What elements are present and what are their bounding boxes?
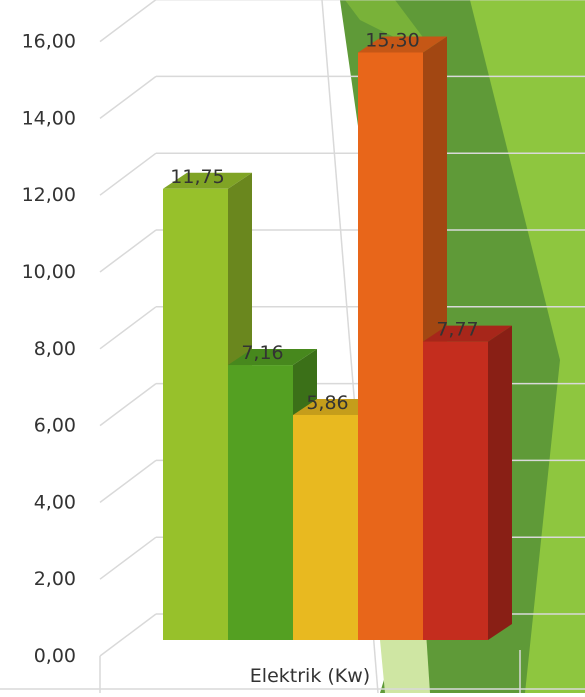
y-tick-label: 4,00 xyxy=(34,491,76,513)
y-tick-label: 16,00 xyxy=(22,31,76,53)
bar-top xyxy=(358,36,447,53)
data-label: 7,77 xyxy=(436,319,478,341)
category-label: Elektrik (Kw) xyxy=(250,665,370,687)
y-axis-ticks: 0,00 2,00 4,00 6,00 8,00 10,00 12,00 14,00 16,00 xyxy=(22,31,76,667)
bar xyxy=(293,414,358,640)
bar-top xyxy=(163,172,252,189)
gridline-diagonal xyxy=(99,613,157,657)
y-tick-label: 0,00 xyxy=(34,645,76,667)
bar xyxy=(358,52,423,641)
data-label: 11,75 xyxy=(170,166,224,188)
gridline-diagonal xyxy=(99,536,157,580)
y-tick-label: 2,00 xyxy=(34,568,76,590)
y-tick-label: 8,00 xyxy=(34,338,76,360)
data-label: 7,16 xyxy=(241,342,283,364)
gridline-diagonal xyxy=(99,383,157,427)
data-labels: 11,75 7,16 5,86 15,30 7,77 xyxy=(170,29,478,413)
data-label: 15,30 xyxy=(365,29,419,51)
y-tick-label: 6,00 xyxy=(34,415,76,437)
gridline-diagonal xyxy=(99,229,157,273)
bg-shape-light xyxy=(470,0,585,693)
y-tick-label: 14,00 xyxy=(22,107,76,129)
y-tick-label: 10,00 xyxy=(22,261,76,283)
bars xyxy=(163,36,512,641)
gridline-diagonal xyxy=(99,306,157,350)
gridline-diagonal xyxy=(99,0,157,43)
bar-side xyxy=(488,325,512,640)
bar xyxy=(163,188,228,641)
bar xyxy=(228,365,293,640)
data-label: 5,86 xyxy=(306,392,348,414)
bar-top xyxy=(228,349,317,366)
bar-top xyxy=(423,325,512,342)
gridline-diagonal xyxy=(99,75,157,120)
y-tick-label: 12,00 xyxy=(22,184,76,206)
gridline-diagonal xyxy=(99,459,157,503)
bar xyxy=(423,341,488,640)
gridline-diagonal xyxy=(99,152,157,196)
